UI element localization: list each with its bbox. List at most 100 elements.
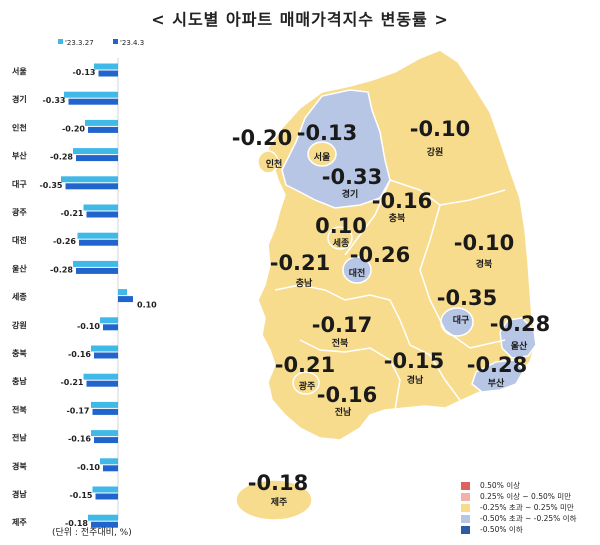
value-label: -0.21: [60, 378, 83, 387]
bar: [95, 493, 118, 500]
category-label: 경기: [12, 94, 27, 104]
map-region-label: -0.20 인천: [232, 126, 293, 170]
legend-swatch: [113, 39, 118, 44]
category-label: 충북: [12, 348, 27, 358]
legend-swatch: [461, 525, 470, 534]
value-label: -0.26: [53, 237, 76, 246]
map-daejeon: [342, 256, 372, 284]
bar: [92, 408, 118, 415]
value-label: -0.33: [42, 96, 65, 105]
legend-item: 0.25% 이상 ~ 0.50% 미만: [461, 491, 576, 502]
bar: [83, 204, 118, 211]
map-region-name: 경남: [407, 374, 424, 386]
legend-entry: '23.4.3: [120, 39, 144, 47]
map-incheon: [257, 150, 279, 174]
category-label: 경남: [12, 489, 27, 499]
map-value: -0.13: [297, 121, 358, 145]
category-label: 경북: [12, 461, 27, 471]
map-busan: [471, 359, 525, 393]
series-legend: '23.3.27 '23.4.3: [58, 39, 144, 47]
map-value: 0.10: [315, 214, 367, 238]
bar: [83, 373, 118, 380]
map-value: -0.33: [322, 165, 383, 189]
bar: [79, 239, 118, 246]
bar: [73, 260, 118, 267]
legend-swatch: [58, 39, 63, 44]
map-region-label: -0.10 강원: [410, 117, 471, 158]
map-region-name: 전남: [335, 406, 352, 418]
map-region-label: -0.21 광주: [275, 353, 336, 392]
bar: [91, 401, 118, 408]
map-region-label: -0.28 울산: [490, 312, 551, 352]
bar: [85, 119, 118, 126]
map-value: -0.26: [350, 243, 411, 267]
bar: [118, 296, 133, 303]
map-region-name: 충남: [296, 277, 313, 289]
value-label: -0.18: [65, 519, 88, 528]
bar: [88, 126, 118, 133]
legend-swatch: [461, 481, 470, 490]
map-region-label: -0.10 경북: [454, 231, 515, 270]
value-label: -0.13: [72, 68, 95, 77]
value-label: -0.20: [62, 124, 85, 133]
chart-title: < 시도별 아파트 매매가격지수 변동률 >: [151, 10, 449, 29]
map-value: -0.16: [317, 383, 378, 407]
map-region-name: 광주: [299, 380, 316, 392]
category-label: 대전: [12, 235, 27, 245]
legend-label: 0.25% 이상 ~ 0.50% 미만: [480, 492, 572, 501]
category-label: 제주: [12, 517, 27, 527]
legend-swatch: [461, 514, 470, 523]
bar: [100, 458, 118, 465]
map-legend: 0.50% 이상 0.25% 이상 ~ 0.50% 미만 -0.25% 초과 ~ 0…: [461, 480, 576, 535]
map-value: -0.17: [312, 313, 373, 337]
map-value: -0.10: [454, 231, 515, 255]
value-label: -0.17: [66, 406, 89, 415]
map-region-name: 제주: [271, 496, 288, 508]
bar: [61, 176, 118, 183]
map-region-name: 경기: [342, 188, 359, 200]
bar: [94, 63, 118, 70]
map-gyeonggi: [281, 89, 391, 209]
map-region-name: 서울: [314, 151, 331, 163]
category-label: 강원: [12, 320, 27, 330]
map-gwangju: [292, 371, 320, 395]
bar: [86, 211, 118, 218]
category-label: 대구: [12, 179, 27, 189]
map-value: -0.28: [490, 312, 551, 336]
map-region-name: 인천: [266, 159, 283, 170]
bar: [68, 98, 118, 105]
bar-chart: '23.3.27 '23.4.3 서울 -0.13 경기 -0.33 인천 -0.20 부산 -0…: [12, 39, 157, 528]
value-label: -0.35: [39, 181, 62, 190]
map-value: -0.28: [467, 353, 528, 377]
legend-swatch: [461, 492, 470, 501]
category-label: 전남: [12, 433, 27, 443]
legend-swatch: [461, 503, 470, 512]
map-value: -0.20: [232, 126, 293, 150]
map-region-name: 세종: [333, 237, 350, 249]
bar: [73, 148, 118, 155]
bar: [77, 232, 118, 239]
map-regions: [235, 49, 537, 521]
value-label: -0.28: [50, 153, 73, 162]
map-seoul: [307, 141, 337, 167]
map-value: -0.21: [270, 251, 331, 275]
legend-label: -0.50% 초과 ~ -0.25% 이하: [480, 514, 577, 523]
bar: [103, 465, 118, 472]
value-label: -0.21: [60, 209, 83, 218]
map-region-name: 전북: [332, 337, 349, 349]
category-label: 인천: [12, 122, 27, 132]
legend-item: -0.50% 초과 ~ -0.25% 이하: [461, 513, 576, 524]
legend-item: -0.50% 이하: [461, 524, 576, 535]
map-value: -0.18: [248, 471, 309, 495]
category-label: 울산: [12, 263, 27, 273]
category-label: 광주: [12, 207, 27, 217]
map-region-name: 부산: [488, 377, 505, 389]
